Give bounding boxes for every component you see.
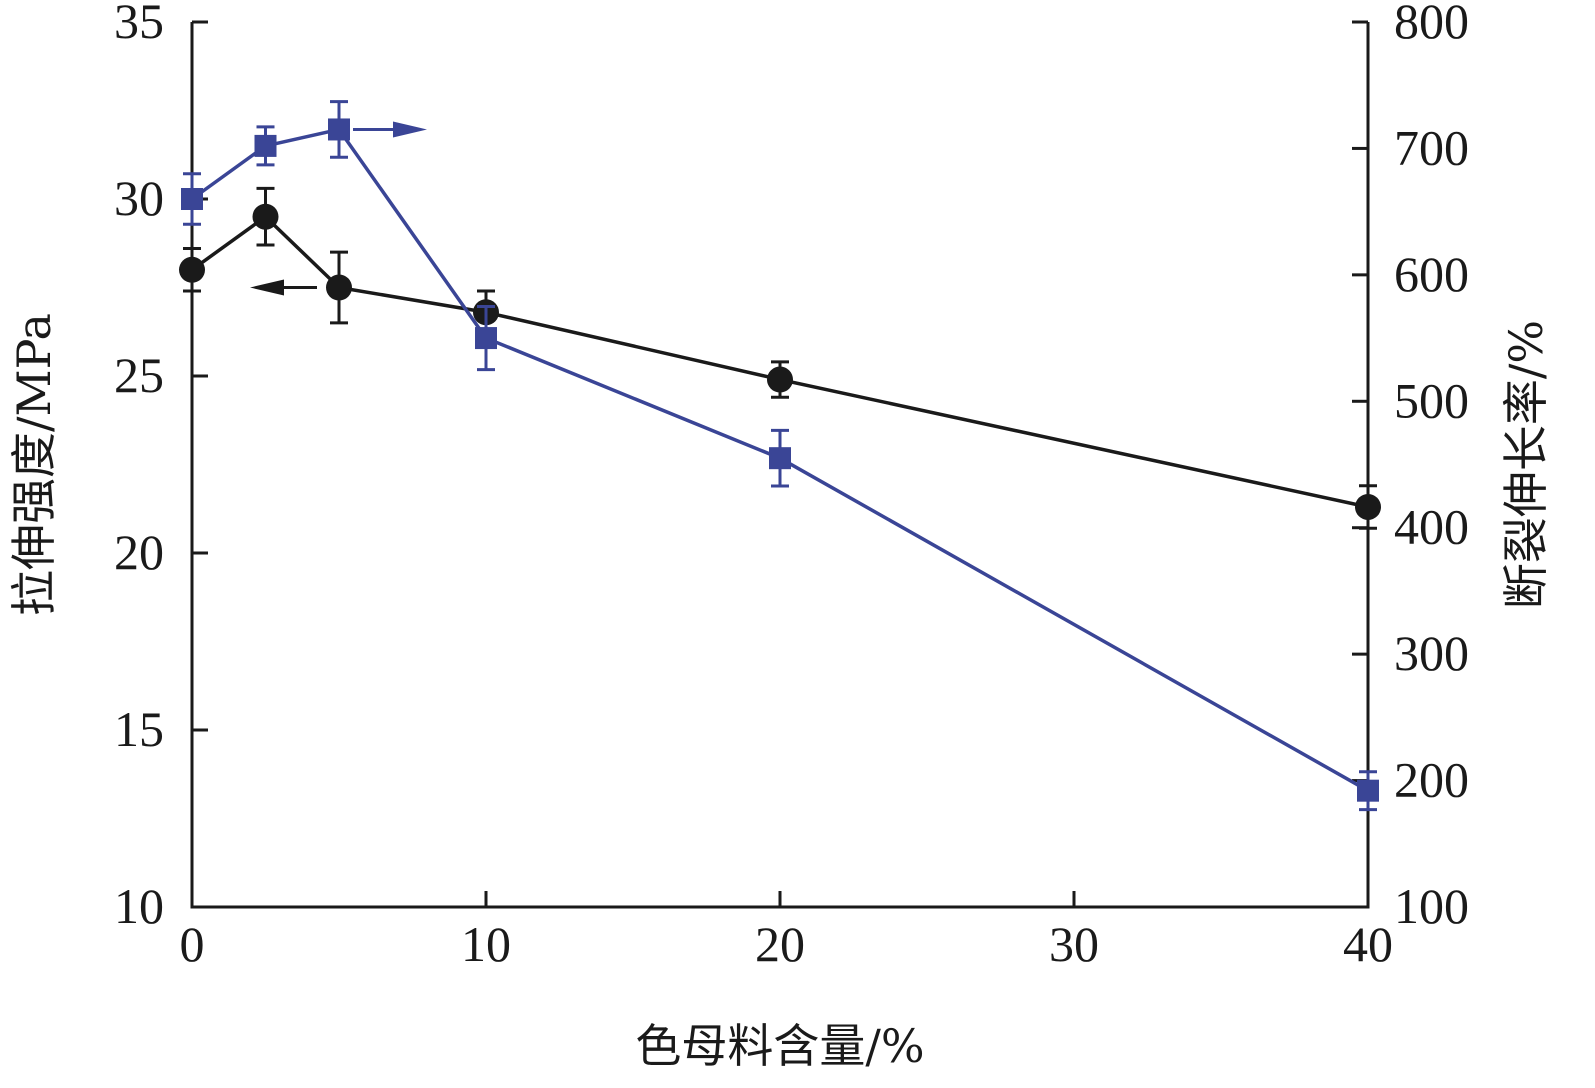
y-right-tick-label: 400 <box>1394 499 1469 555</box>
data-point <box>326 274 352 301</box>
data-point <box>767 366 793 393</box>
x-tick-label: 0 <box>180 916 205 972</box>
data-point <box>328 118 350 141</box>
series-line <box>190 127 1369 793</box>
y-left-tick-label: 25 <box>114 347 164 403</box>
data-point <box>179 256 205 283</box>
data-point <box>252 203 279 230</box>
axis-indicator-arrowhead <box>250 279 284 296</box>
data-point <box>475 327 497 350</box>
y-right-tick-label: 800 <box>1394 0 1469 49</box>
x-tick-label: 10 <box>461 916 511 972</box>
x-tick-label: 30 <box>1049 916 1099 972</box>
series-layer <box>179 100 1381 812</box>
y-right-tick-label: 200 <box>1394 752 1469 808</box>
data-point <box>769 447 791 470</box>
x-axis-title: 色母料含量/% <box>635 1019 924 1073</box>
y-left-axis-title: 拉伸强度/MPa <box>7 313 61 616</box>
data-point <box>181 188 203 210</box>
y-right-tick-label: 100 <box>1394 878 1469 934</box>
y-right-tick-label: 700 <box>1394 119 1469 175</box>
y-left-tick-label: 30 <box>114 170 164 226</box>
y-left-tick-label: 15 <box>114 701 164 757</box>
y-right-tick-label: 600 <box>1394 246 1469 302</box>
data-point <box>1355 493 1381 520</box>
series-line <box>190 214 1369 509</box>
axes-layer: 0 10 20 30 40 10 15 20 25 30 35 100 200 300 400 500 600 7… <box>114 0 1469 972</box>
data-point <box>254 134 277 157</box>
y-right-tick-label: 500 <box>1394 372 1469 428</box>
y-right-tick-label: 300 <box>1394 625 1469 681</box>
y-left-tick-label: 10 <box>114 878 164 934</box>
x-tick-label: 40 <box>1343 916 1393 972</box>
y-right-axis-title: 断裂伸长率/% <box>1499 320 1553 609</box>
y-left-tick-label: 35 <box>114 0 164 49</box>
data-point <box>1357 779 1379 802</box>
x-tick-label: 20 <box>755 916 805 972</box>
series-elongation <box>181 100 1379 812</box>
axis-indicator-arrowhead <box>393 121 427 138</box>
y-left-tick-label: 20 <box>114 524 164 580</box>
